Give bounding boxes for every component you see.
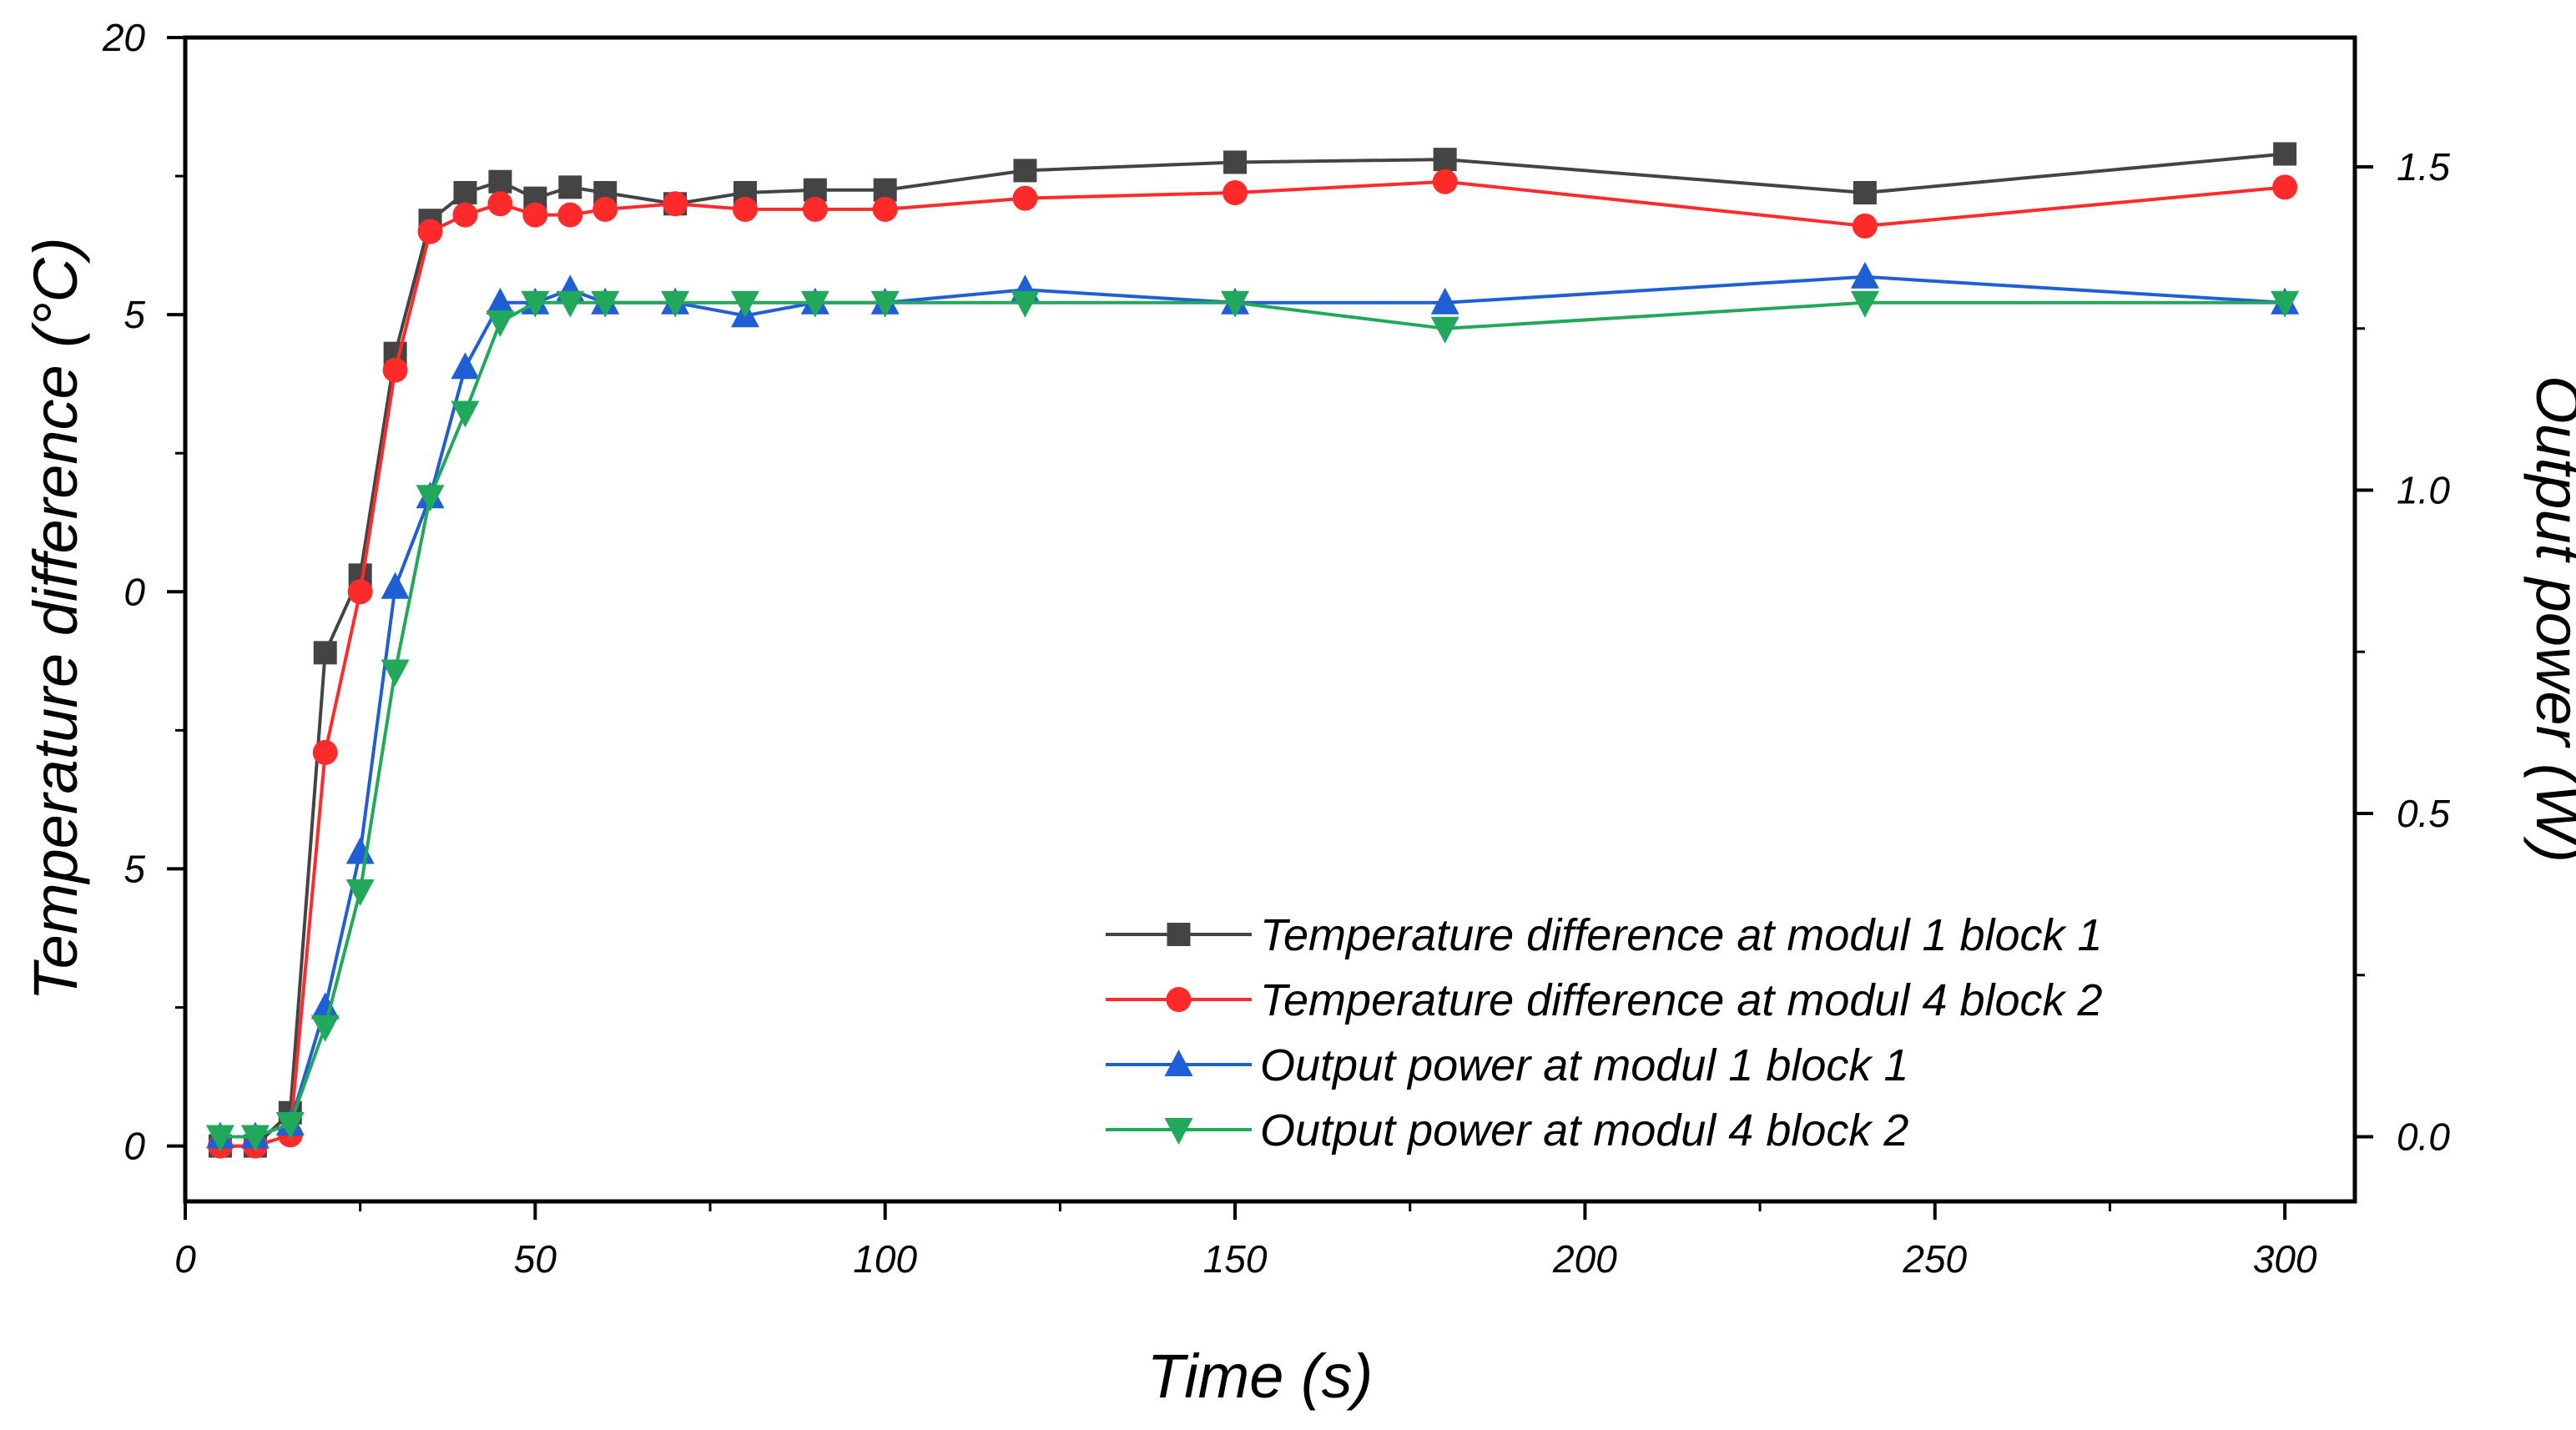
data-point (1853, 181, 1877, 204)
data-point (310, 992, 340, 1020)
data-point (310, 1015, 340, 1042)
data-point (345, 879, 375, 906)
data-point (1850, 290, 1879, 318)
data-point (521, 290, 550, 318)
y-right-tick-label: 1.5 (2397, 145, 2450, 189)
legend-label: Temperature difference at modul 4 block … (1260, 975, 2103, 1025)
y-right-tick-label: 0.5 (2397, 792, 2450, 835)
data-point (417, 219, 443, 244)
y-right-tick-label: 1.0 (2397, 469, 2450, 512)
data-point (416, 485, 445, 512)
data-point (1012, 185, 1038, 211)
legend-marker (1166, 987, 1192, 1012)
x-tick-label: 300 (2253, 1237, 2317, 1281)
data-point (1011, 290, 1040, 318)
data-point (1852, 213, 1878, 239)
data-point (452, 202, 478, 228)
data-point (1013, 159, 1037, 183)
data-point (451, 400, 480, 428)
data-point (591, 290, 620, 318)
data-point (451, 352, 480, 380)
data-point (557, 202, 583, 228)
data-point (453, 181, 477, 204)
x-axis-title: Time (s) (1147, 1342, 1374, 1411)
data-point (313, 641, 337, 665)
data-point (800, 290, 829, 318)
data-point (486, 310, 515, 337)
x-tick-label: 150 (1203, 1237, 1268, 1281)
data-point (2273, 142, 2297, 166)
data-point (556, 290, 585, 318)
legend-label: Output power at modul 4 block 2 (1260, 1105, 1908, 1156)
data-point (2272, 174, 2298, 200)
data-point (522, 202, 548, 228)
data-point (592, 196, 618, 222)
data-point (872, 196, 898, 222)
data-point (312, 739, 338, 765)
data-point (488, 169, 512, 194)
x-tick-label: 100 (853, 1237, 917, 1281)
legend-item: Output power at modul 4 block 2 (1106, 1105, 1908, 1156)
data-point (382, 357, 408, 383)
data-point (1850, 261, 1879, 289)
data-point (1432, 169, 1458, 194)
right-y-axis-ticks: 0.0 0.5 1.0 1.5 (2355, 145, 2450, 1159)
data-point (205, 1125, 234, 1152)
legend-item: Output power at modul 1 block 1 (1106, 1040, 1908, 1090)
y-left-tick-label: 0 (124, 570, 145, 613)
data-point (1433, 148, 1457, 172)
series-4 (205, 290, 2300, 1152)
data-point (732, 196, 758, 222)
legend-label: Temperature difference at modul 1 block … (1260, 910, 2103, 960)
legend: Temperature difference at modul 1 block … (1106, 910, 2103, 1156)
data-point (486, 287, 515, 315)
data-point (1222, 180, 1248, 205)
y-left-tick-label: 5 (124, 847, 145, 890)
y-left-tick-label: 20 (102, 16, 146, 59)
data-point (663, 191, 688, 217)
x-axis-ticks: 0 50 100 150 200 250 300 (174, 1201, 2317, 1281)
data-point (558, 175, 582, 199)
x-tick-label: 250 (1902, 1237, 1967, 1281)
data-point (381, 571, 410, 599)
y-right-tick-label: 0.0 (2397, 1115, 2450, 1159)
legend-item: Temperature difference at modul 4 block … (1106, 975, 2103, 1025)
data-point (345, 837, 375, 864)
data-point (2271, 290, 2300, 318)
data-point (1430, 287, 1459, 315)
y-left-tick-label: 5 (124, 293, 145, 336)
series-layer (205, 142, 2300, 1159)
data-point (381, 659, 410, 687)
x-tick-label: 0 (174, 1237, 196, 1281)
left-y-axis-title: Temperature difference (°C) (21, 237, 90, 1000)
data-point (347, 579, 373, 605)
data-point (1430, 316, 1459, 344)
legend-item: Temperature difference at modul 1 block … (1106, 910, 2103, 960)
data-point (661, 290, 690, 318)
data-point (240, 1125, 270, 1152)
y-left-tick-label: 0 (124, 1125, 145, 1168)
plot-frame (183, 35, 2357, 1204)
x-tick-label: 50 (514, 1237, 557, 1281)
data-point (802, 196, 828, 222)
left-y-axis-ticks: 0 5 0 5 20 (102, 16, 185, 1168)
data-point (1223, 150, 1248, 174)
data-point (730, 290, 759, 318)
legend-marker (1167, 923, 1191, 946)
data-point (275, 1112, 305, 1139)
right-y-axis-title: Output power (W) (2523, 375, 2576, 863)
data-point (1221, 290, 1250, 318)
x-tick-label: 200 (1552, 1237, 1617, 1281)
legend-label: Output power at modul 1 block 1 (1260, 1040, 1908, 1090)
data-point (870, 290, 900, 318)
legend-marker (1164, 1118, 1193, 1145)
data-point (487, 191, 513, 217)
legend-marker (1164, 1050, 1193, 1076)
